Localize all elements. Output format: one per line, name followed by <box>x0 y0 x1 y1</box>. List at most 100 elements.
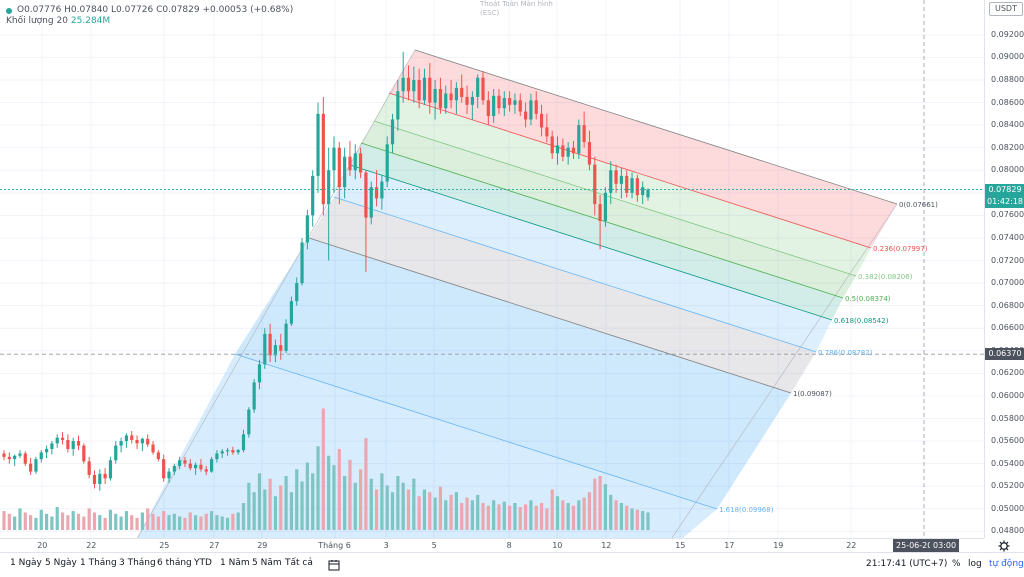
candle-body <box>289 301 294 324</box>
candle-body <box>460 87 464 97</box>
candle-body <box>539 113 544 128</box>
candle-body <box>140 438 144 444</box>
volume-bar <box>76 513 81 530</box>
volume-bar <box>236 512 240 530</box>
volume-bar <box>390 492 395 530</box>
range-3m-button[interactable]: 3 Tháng <box>119 558 156 568</box>
volume-bar <box>13 516 17 530</box>
volume-bar <box>98 515 102 530</box>
auto-scale-toggle[interactable]: tự động <box>989 559 1024 569</box>
range-5d-button[interactable]: 5 Ngày <box>45 558 77 568</box>
exit-fullscreen-hint[interactable]: Thoát Toàn Màn hình (ESC) <box>480 0 553 18</box>
candle-body <box>566 147 570 157</box>
candle-body <box>2 453 6 457</box>
candle-body <box>598 204 602 222</box>
range-1y-button[interactable]: 1 Năm <box>220 558 250 568</box>
volume-bar <box>60 512 65 530</box>
price-tick: 0.04800 <box>991 526 1024 536</box>
volume-bar <box>513 503 517 530</box>
volume-bar <box>577 500 581 530</box>
currency-label[interactable]: USDT <box>989 2 1023 16</box>
time-tick: 12 <box>601 541 612 550</box>
candle-body <box>593 164 597 205</box>
date-range-icon[interactable] <box>328 559 340 571</box>
log-toggle[interactable]: log <box>968 559 982 569</box>
time-axis[interactable]: 20 22 25 27 29 Tháng 6 3 5 8 10 12 15 17 19 22 25-06-2… <box>0 538 1010 553</box>
crosshair-price-tag: 0.06370 <box>985 348 1024 361</box>
candle-body <box>156 452 160 460</box>
candle-body <box>492 95 496 117</box>
candle-body <box>76 441 81 446</box>
range-1d-button[interactable]: 1 Ngày <box>10 558 42 568</box>
candle-body <box>311 175 315 216</box>
candle-body <box>380 181 384 199</box>
volume-bar <box>300 481 304 530</box>
fib-level-label: 0.786(0.08782) <box>818 349 873 357</box>
volume-bar <box>135 517 139 530</box>
range-1m-button[interactable]: 1 Tháng <box>80 558 117 568</box>
candle-body <box>577 125 581 154</box>
volume-bar <box>385 485 389 530</box>
candle-body <box>130 435 134 440</box>
exit-fullscreen-label: Thoát Toàn Màn hình <box>480 0 553 8</box>
candle-body <box>625 175 629 193</box>
range-ytd-button[interactable]: YTD <box>194 558 212 568</box>
time-tick: Tháng 6 <box>318 541 351 550</box>
candle-body <box>508 98 512 105</box>
fib-level-line <box>308 237 792 394</box>
time-tick: 8 <box>506 541 512 550</box>
candle-body <box>82 445 86 462</box>
price-scale[interactable]: USDT 0.09200 0.09000 0.08800 0.08600 0.08400… <box>984 0 1024 538</box>
volume-bar <box>460 503 464 530</box>
volume-bar <box>82 516 86 530</box>
volume-bar <box>417 496 421 530</box>
candle-body <box>582 125 586 143</box>
candle-body <box>23 453 27 464</box>
candle-body <box>369 187 373 218</box>
candle-body <box>204 469 208 472</box>
candle-body <box>428 77 432 103</box>
candle-body <box>396 91 400 120</box>
fib-level-label: 0.236(0.07997) <box>873 245 928 253</box>
range-all-button[interactable]: Tất cả <box>285 558 313 568</box>
percent-toggle[interactable]: % <box>952 559 961 569</box>
volume-bar <box>7 513 11 530</box>
volume-bar <box>358 469 363 530</box>
candle-body <box>172 465 176 472</box>
volume-bar <box>114 513 118 530</box>
price-chart[interactable]: 0(0.07661) 0.236(0.07997) 0.382(0.08206) 0.… <box>0 0 984 538</box>
candle-body <box>92 474 97 484</box>
volume-bar <box>412 478 416 530</box>
candle-body <box>332 147 336 171</box>
volume-bar <box>614 500 618 530</box>
symbol-status-icon <box>6 7 12 14</box>
volume-bar <box>151 513 155 530</box>
fib-band <box>389 50 897 248</box>
range-5y-button[interactable]: 5 Năm <box>252 558 282 568</box>
volume-bar <box>18 508 22 530</box>
candle-body <box>87 461 91 475</box>
candle-body <box>114 445 118 461</box>
candle-body <box>619 175 623 184</box>
candle-body <box>295 283 299 302</box>
volume-bar <box>241 503 246 530</box>
candle-body <box>401 77 405 92</box>
fib-level-label: 0.5(0.08374) <box>845 295 891 303</box>
clock[interactable]: 21:17:41 (UTC+7) <box>866 559 948 569</box>
crosshair-date: 25-06-20 <box>893 539 936 552</box>
candle-body <box>587 142 592 165</box>
candle-body <box>241 434 246 451</box>
price-tick: 0.05600 <box>991 436 1024 446</box>
chart-area[interactable]: 0(0.07661) 0.236(0.07997) 0.382(0.08206) 0.… <box>0 0 984 538</box>
volume-bar <box>162 511 166 530</box>
volume-bar <box>539 503 544 530</box>
range-6m-button[interactable]: 6 tháng <box>157 558 192 568</box>
price-tick: 0.07400 <box>991 232 1024 242</box>
volume-bar <box>2 511 6 530</box>
volume-bar <box>23 512 27 530</box>
fib-level-label: 1(0.09087) <box>793 390 832 398</box>
fib-level-line <box>388 92 872 249</box>
volume-bar <box>225 517 230 530</box>
candle-body <box>231 450 235 453</box>
settings-gear-icon[interactable] <box>998 540 1010 552</box>
